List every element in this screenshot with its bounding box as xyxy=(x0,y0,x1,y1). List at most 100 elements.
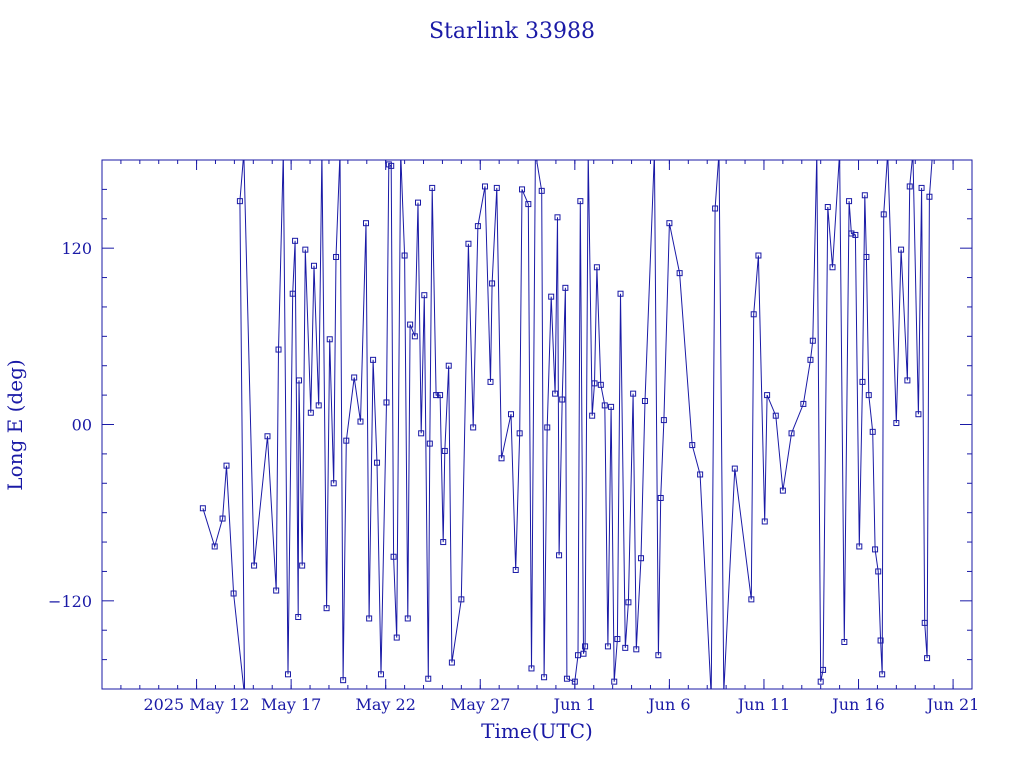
data-point xyxy=(374,459,381,466)
data-point xyxy=(251,562,258,569)
data-point xyxy=(586,150,591,155)
data-point xyxy=(470,424,477,431)
data-point xyxy=(264,433,271,440)
data-point xyxy=(880,211,887,218)
plot-frame xyxy=(101,159,973,690)
data-point xyxy=(366,615,373,622)
data-point xyxy=(893,420,900,427)
data-point xyxy=(652,150,657,155)
data-point xyxy=(755,252,762,259)
x-tick-label: Jun 11 xyxy=(736,695,790,714)
data-point xyxy=(275,346,282,353)
data-point xyxy=(393,634,400,641)
y-axis-label: Long E (deg) xyxy=(3,359,27,490)
data-point xyxy=(241,150,246,155)
data-point xyxy=(800,400,807,407)
data-point xyxy=(820,666,827,673)
data-point xyxy=(398,150,403,155)
data-point xyxy=(630,390,637,397)
data-point xyxy=(593,264,600,271)
data-point xyxy=(541,674,548,681)
chart-title: Starlink 33988 xyxy=(429,19,595,44)
data-point xyxy=(582,643,589,650)
data-point xyxy=(689,442,696,449)
data-point xyxy=(761,518,768,525)
data-point xyxy=(289,290,296,297)
data-point xyxy=(388,162,395,169)
y-tick-label: 00 xyxy=(72,416,92,435)
data-point xyxy=(199,505,206,512)
y-tick-labels: 120 00 −120 xyxy=(48,239,92,611)
data-point xyxy=(571,678,578,685)
data-point xyxy=(841,638,848,645)
data-point xyxy=(824,204,831,211)
data-point xyxy=(633,646,640,653)
data-point xyxy=(487,378,494,385)
data-point xyxy=(717,150,722,155)
x-tick-label: Jun 1 xyxy=(552,695,596,714)
data-point xyxy=(852,231,859,238)
data-point xyxy=(865,392,872,399)
data-point xyxy=(211,543,218,550)
data-point xyxy=(326,336,333,343)
data-point xyxy=(574,652,581,659)
data-point xyxy=(906,183,913,190)
data-point xyxy=(415,199,422,206)
data-point xyxy=(315,402,322,409)
data-point xyxy=(512,566,519,573)
data-point xyxy=(351,374,358,381)
data-point xyxy=(709,694,714,699)
data-point xyxy=(377,671,384,678)
data-point xyxy=(580,650,587,657)
data-point xyxy=(292,237,299,244)
data-point xyxy=(666,220,673,227)
data-point xyxy=(720,688,727,689)
data-point xyxy=(370,356,377,363)
series-group xyxy=(199,150,933,699)
data-point xyxy=(617,290,624,297)
data-point xyxy=(544,424,551,431)
data-point xyxy=(829,264,836,271)
data-point xyxy=(748,596,755,603)
data-point xyxy=(411,333,418,340)
data-point xyxy=(219,515,226,522)
data-point xyxy=(319,150,324,155)
data-point xyxy=(641,397,648,404)
data-point xyxy=(788,430,795,437)
data-point xyxy=(817,678,824,685)
data-point xyxy=(859,378,866,385)
data-point xyxy=(926,193,933,200)
data-point xyxy=(554,214,561,221)
data-point xyxy=(848,230,855,237)
data-point xyxy=(507,411,514,418)
data-point xyxy=(809,337,816,344)
data-point xyxy=(333,253,340,260)
y-tick-label: 120 xyxy=(61,239,92,258)
data-point xyxy=(918,184,925,191)
data-point xyxy=(589,412,596,419)
data-point xyxy=(915,411,922,418)
data-point xyxy=(299,562,306,569)
data-point xyxy=(861,192,868,199)
data-point xyxy=(552,390,559,397)
data-point xyxy=(516,430,523,437)
data-point xyxy=(591,380,598,387)
data-point xyxy=(525,201,532,208)
data-point xyxy=(407,321,414,328)
x-tick-label: May 27 xyxy=(450,695,510,714)
data-point xyxy=(273,587,280,594)
data-point xyxy=(295,613,302,620)
data-point xyxy=(418,430,425,437)
data-point xyxy=(563,675,570,682)
x-tick-label: Jun 21 xyxy=(925,695,979,714)
data-point xyxy=(856,543,863,550)
data-point xyxy=(877,637,884,644)
data-point xyxy=(731,465,738,472)
data-point xyxy=(425,675,432,682)
data-point xyxy=(577,198,584,205)
data-point xyxy=(528,665,535,672)
data-point xyxy=(548,293,555,300)
data-point xyxy=(429,184,436,191)
data-point xyxy=(608,403,615,410)
